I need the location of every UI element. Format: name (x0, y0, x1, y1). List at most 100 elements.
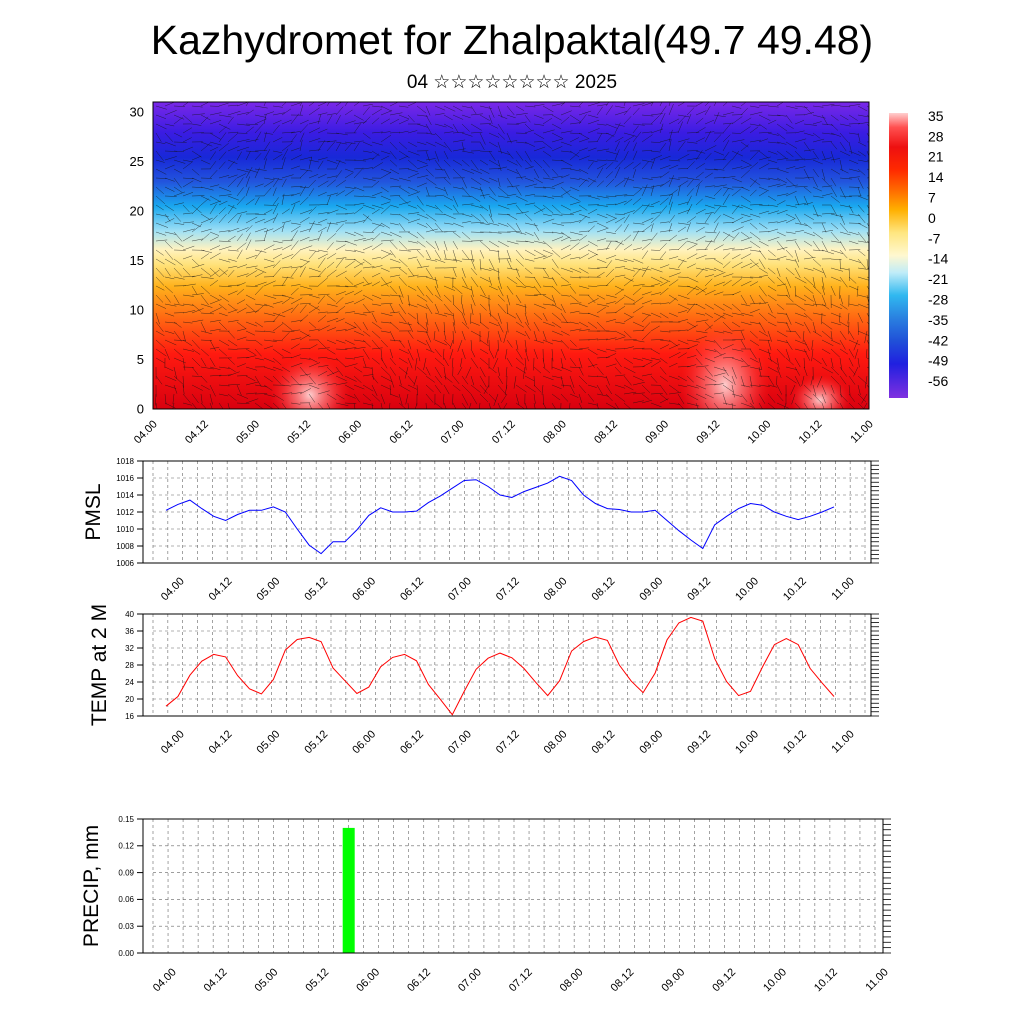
wind-vector (866, 231, 869, 239)
wind-vector (623, 176, 630, 188)
wind-vector (542, 276, 555, 280)
wind-vector (398, 105, 409, 108)
x-tick-label: 05.12 (302, 575, 330, 603)
wind-vector (362, 195, 376, 198)
wind-vector (623, 244, 633, 251)
wind-vector (227, 366, 236, 373)
wind-vector (713, 168, 725, 171)
wind-vector (803, 240, 813, 247)
wind-vector (344, 172, 354, 179)
wind-vector (650, 312, 662, 318)
wind-vector (218, 151, 227, 161)
wind-vector (749, 348, 757, 360)
wind-vector (380, 118, 391, 125)
wind-vector (578, 138, 589, 143)
wind-vector (335, 318, 345, 323)
wind-vector (650, 232, 658, 242)
wind-vector (542, 105, 554, 113)
wind-vector (353, 393, 361, 403)
wind-vector (236, 402, 250, 404)
wind-vector (812, 177, 819, 188)
wind-vector (533, 249, 546, 257)
pmsl-x-axis: 04.00 04.12 05.00 05.12 06.00 06.12 07.00 07.12… (159, 575, 857, 603)
wind-vector (515, 222, 523, 234)
wind-vector (191, 150, 202, 158)
wind-vector (704, 240, 716, 243)
wind-vector (335, 339, 346, 344)
x-tick-label: 09.12 (694, 418, 722, 446)
wind-vector (398, 357, 408, 364)
wind-vector (623, 106, 631, 116)
pmsl-series-line (165, 475, 835, 555)
wind-vector (272, 357, 282, 366)
precip-bar (342, 827, 355, 953)
wind-vector (416, 321, 427, 331)
wind-vector (245, 151, 251, 161)
x-tick-label: 09.00 (659, 966, 687, 994)
wind-vector (209, 231, 220, 236)
wind-vector (371, 191, 383, 197)
wind-vector (785, 141, 798, 149)
wind-vector (272, 253, 283, 260)
wind-vector (524, 249, 536, 257)
wind-vector (263, 158, 267, 170)
wind-vector (524, 193, 536, 197)
wind-vector (650, 158, 656, 170)
x-tick-label: 06.00 (350, 728, 378, 756)
page-subtitle: 04 ☆☆☆☆☆☆☆☆ 2025 (406, 72, 618, 93)
wind-vector (533, 348, 538, 360)
wind-vector (722, 375, 734, 384)
wind-vector (227, 393, 237, 401)
wind-vector (830, 123, 839, 131)
wind-vector (560, 174, 570, 179)
wind-vector (515, 357, 525, 366)
wind-vector (470, 123, 482, 131)
wind-vector (353, 384, 365, 390)
wind-vector (164, 321, 177, 324)
wind-vector (173, 202, 184, 206)
wind-vector (533, 240, 546, 244)
wind-vector (335, 291, 346, 296)
wind-vector (803, 213, 815, 221)
wind-vector (740, 321, 752, 326)
wind-vector (731, 139, 745, 143)
wind-vector (677, 201, 689, 206)
wind-vector (560, 348, 566, 360)
wind-vector (398, 141, 408, 150)
wind-vector (200, 102, 210, 107)
y-tick-label: 20 (130, 203, 144, 218)
wind-vector (182, 348, 195, 352)
wind-vector (425, 276, 438, 281)
wind-vector (326, 141, 336, 152)
wind-vector (542, 402, 547, 409)
wind-vector (299, 373, 311, 377)
wind-vector (299, 388, 312, 395)
wind-vector (551, 258, 559, 269)
wind-vector (650, 155, 663, 161)
wind-vector (218, 240, 231, 242)
wind-vector (695, 208, 706, 215)
wind-vector (470, 159, 479, 171)
precip-panel: 0.000.030.060.090.120.15 04.00 04.12 05.00… (80, 815, 891, 994)
wind-vector (758, 321, 766, 333)
wind-vector (200, 375, 208, 383)
wind-vector (263, 177, 275, 181)
wind-vector (830, 402, 832, 409)
wind-vector (470, 321, 480, 326)
wind-vector (451, 357, 454, 368)
wind-vector (209, 294, 220, 301)
wind-vector (614, 357, 622, 368)
wind-vector (164, 267, 171, 277)
wind-vector (695, 117, 704, 125)
wind-vector (857, 114, 869, 118)
wind-vector (632, 222, 645, 225)
wind-vector (524, 348, 529, 362)
wind-vector (722, 187, 729, 197)
wind-vector (488, 285, 498, 291)
wind-vector (695, 285, 706, 293)
wind-vector (776, 231, 786, 237)
wind-vector (578, 177, 589, 182)
wind-vector (713, 314, 725, 323)
wind-vector (434, 168, 445, 171)
